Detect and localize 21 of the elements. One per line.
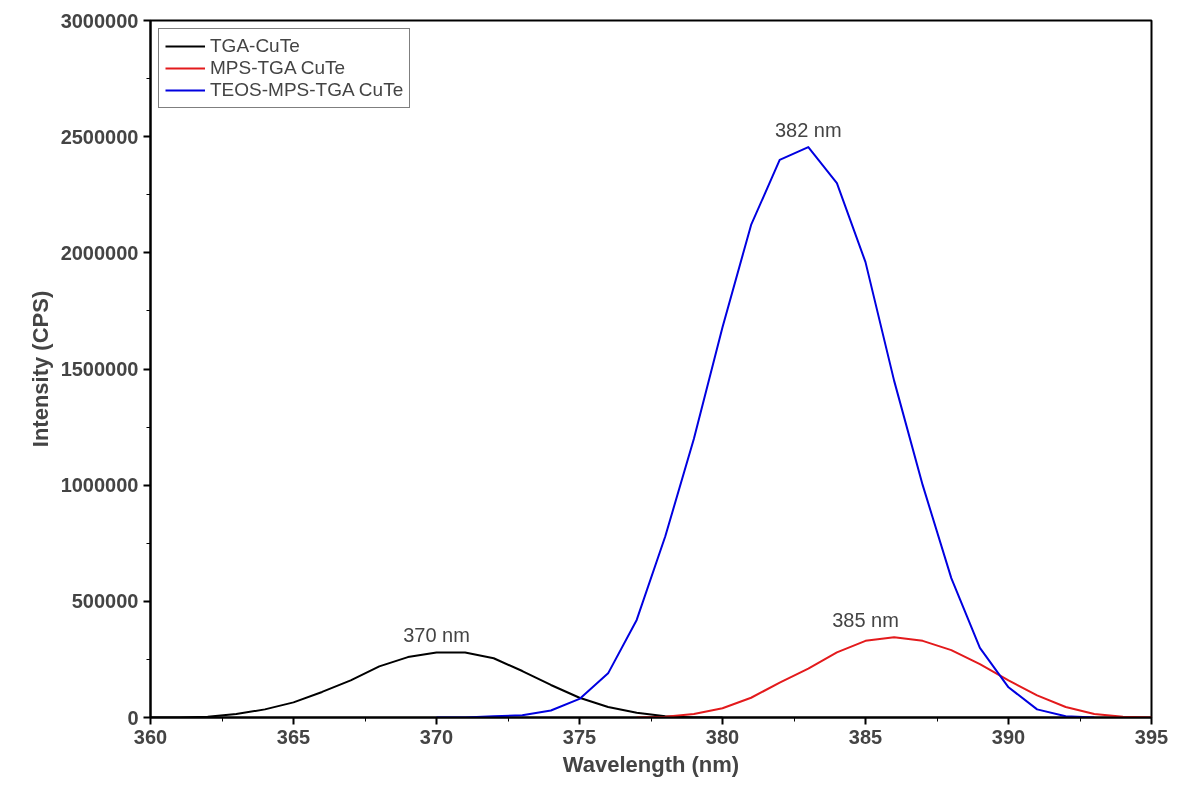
legend-label: MPS-TGA CuTe (210, 57, 346, 79)
x-tick-label: 385 (848, 725, 883, 748)
y-tick-label: 2500000 (60, 125, 139, 148)
x-axis-title: Wavelength (nm) (562, 751, 740, 777)
y-tick-label: 1000000 (60, 474, 139, 497)
x-tick-label: 365 (276, 725, 311, 748)
y-tick-label: 500000 (71, 590, 139, 613)
legend-label: TGA-CuTe (210, 35, 300, 57)
annotation: 385 nm (832, 609, 899, 632)
annotation: 370 nm (403, 624, 470, 647)
x-tick-label: 390 (991, 725, 1026, 748)
y-tick-label: 3000000 (60, 9, 139, 32)
y-tick-label: 2000000 (60, 241, 139, 264)
x-tick-label: 370 (419, 725, 454, 748)
x-tick-label: 380 (705, 725, 740, 748)
annotation: 382 nm (774, 119, 842, 142)
legend-label: TEOS-MPS-TGA CuTe (210, 79, 404, 101)
x-tick-label: 395 (1134, 725, 1169, 748)
y-axis-title: Intensity (CPS) (27, 290, 53, 448)
x-tick-label: 375 (562, 725, 597, 748)
y-tick-label: 1500000 (60, 358, 139, 380)
